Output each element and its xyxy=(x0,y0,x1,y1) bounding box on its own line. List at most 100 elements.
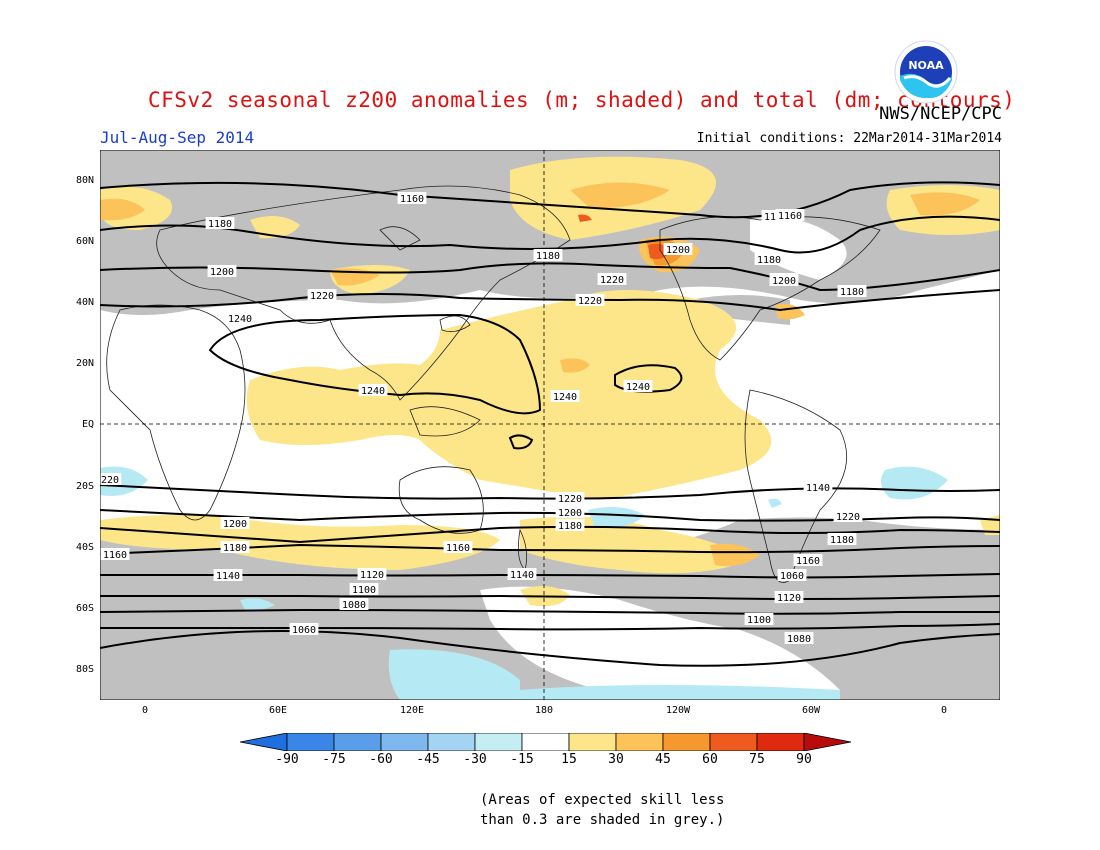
contour-label: 1200 xyxy=(223,519,247,530)
footnote-line-1: (Areas of expected skill less xyxy=(480,792,725,808)
colorbar xyxy=(240,733,852,751)
colorbar-tick-label: -45 xyxy=(416,752,440,767)
contour-label-bg xyxy=(357,568,387,580)
neutral-areas xyxy=(480,217,847,693)
lon-label: 60E xyxy=(268,705,288,716)
contour-label: 1240 xyxy=(553,392,577,403)
contour-label: 1200 xyxy=(772,276,796,287)
contour-label-bg xyxy=(833,510,863,522)
contour-label-bg xyxy=(555,519,585,531)
contour-label: 1060 xyxy=(780,571,804,582)
contour-label: 1240 xyxy=(361,386,385,397)
lat-label: 80N xyxy=(75,175,94,186)
lon-label: 180 xyxy=(534,705,554,716)
contour-label-bg xyxy=(358,384,388,396)
colorbar-right-arrow xyxy=(803,733,852,751)
contour-label: 1060 xyxy=(292,625,316,636)
contour-label-bg xyxy=(220,517,250,529)
contour-label: 1220 xyxy=(600,275,624,286)
colorbar-left-arrow xyxy=(240,733,288,751)
lat-label: 80S xyxy=(75,664,94,675)
contour-label-bg xyxy=(550,390,580,402)
contour-label: 1120 xyxy=(360,570,384,581)
colorbar-segment xyxy=(286,733,335,751)
contour-label-bg xyxy=(220,541,250,553)
lat-label: 20S xyxy=(75,481,94,492)
colorbar-segment xyxy=(615,733,664,751)
colorbar-segment xyxy=(756,733,805,751)
contour-label: 1100 xyxy=(352,585,376,596)
contour-label: 1240 xyxy=(626,382,650,393)
contour-label: 1240 xyxy=(228,314,252,325)
contour-label-bg xyxy=(339,598,369,610)
colorbar-segment xyxy=(474,733,523,751)
colorbar-segment xyxy=(662,733,711,751)
contour-label: 1160 xyxy=(103,550,127,561)
lon-label: 120W xyxy=(665,705,691,716)
lat-label: 20N xyxy=(75,358,94,369)
contour-label-bg xyxy=(100,548,130,560)
colorbar-segment xyxy=(333,733,382,751)
contour-label-bg xyxy=(663,243,693,255)
contour-label-bg xyxy=(507,568,537,580)
contour-label: 1180 xyxy=(208,219,232,230)
contour-label: 1180 xyxy=(223,543,247,554)
lat-label: 60N xyxy=(75,236,94,247)
contour-label-bg xyxy=(784,632,814,644)
colorbar-tick-label: -75 xyxy=(322,752,346,767)
contour-label: 1180 xyxy=(840,287,864,298)
contour-label-bg xyxy=(774,591,804,603)
contour-label-bg xyxy=(623,380,653,392)
contour-label: 1220 xyxy=(578,296,602,307)
contour-label: 1160 xyxy=(446,543,470,554)
contour-label-bg xyxy=(744,613,774,625)
footnote-line-2: than 0.3 are shaded in grey.) xyxy=(480,812,725,828)
lat-label: 40S xyxy=(75,542,94,553)
contour-label: 1220 xyxy=(836,512,860,523)
contour-labels: 1160 1180 1200 1220 1240 1240 1240 1160 1180 1180… xyxy=(100,192,867,645)
lon-label: 0 xyxy=(141,705,149,716)
contour-label: 1160 xyxy=(796,556,820,567)
contour-label-bg xyxy=(397,192,427,204)
contour-label: 1080 xyxy=(787,634,811,645)
contour-label-bg xyxy=(225,312,255,324)
colorbar-segment xyxy=(521,733,570,751)
colorbar-tick-label: 45 xyxy=(655,752,671,767)
contour-label-bg xyxy=(803,481,833,493)
contour-label: 1140 xyxy=(510,570,534,581)
colorbar-tick-label: -90 xyxy=(275,752,299,767)
contour-label-bg xyxy=(754,253,784,265)
chart-title: CFSv2 seasonal z200 anomalies (m; shaded… xyxy=(148,88,1016,112)
contour-label-bg xyxy=(349,583,379,595)
lon-label: 60W xyxy=(801,705,821,716)
contour-label-bg xyxy=(443,541,473,553)
colorbar-tick-label: -15 xyxy=(510,752,534,767)
contour-label-bg xyxy=(100,473,122,485)
contour-label: 1180 xyxy=(536,251,560,262)
contour-label-bg xyxy=(775,209,805,221)
lat-label: EQ xyxy=(81,419,94,430)
colorbar-tick-label: 60 xyxy=(702,752,718,767)
reference-lines xyxy=(100,150,1000,700)
contour-label: 1180 xyxy=(830,535,854,546)
contour-label: 1160 xyxy=(400,194,424,205)
contour-label-bg xyxy=(307,289,337,301)
noaa-logo: NOAA xyxy=(894,40,958,104)
colorbar-tick-label: 30 xyxy=(608,752,624,767)
contour-label: 1140 xyxy=(806,483,830,494)
colorbar-segment xyxy=(568,733,617,751)
colorbar-tick-label: 15 xyxy=(561,752,577,767)
contour-label-bg xyxy=(207,265,237,277)
colorbar-segment xyxy=(380,733,429,751)
negative-anomaly-15 xyxy=(100,466,948,700)
contour-label-bg xyxy=(575,294,605,306)
contour-label: 1080 xyxy=(342,600,366,611)
contour-label: 1160 xyxy=(778,211,802,222)
contour-label-bg xyxy=(205,217,235,229)
colorbar-tick-label: 75 xyxy=(749,752,765,767)
contour-label: 1140 xyxy=(216,571,240,582)
colorbar-segment xyxy=(427,733,476,751)
colorbar-segment xyxy=(709,733,758,751)
anomaly-map: 1160 1180 1200 1220 1240 1240 1240 1160 1180 1180… xyxy=(100,150,1000,700)
agency-label: NWS/NCEP/CPC xyxy=(879,104,1002,124)
